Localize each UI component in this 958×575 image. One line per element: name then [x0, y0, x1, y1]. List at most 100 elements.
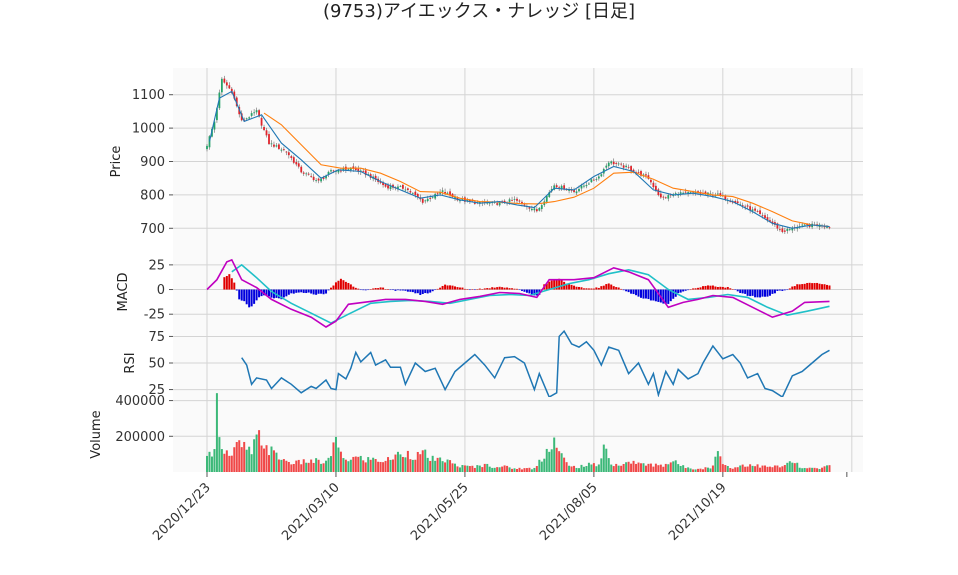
- macd-hist-bar: [649, 289, 652, 301]
- candle-body: [776, 223, 779, 229]
- candle-body: [654, 185, 657, 191]
- candle-body: [305, 173, 308, 175]
- candle-body: [637, 171, 640, 173]
- macd-hist-bar: [307, 289, 310, 293]
- macd-hist-bar: [379, 287, 382, 290]
- macd-hist-bar: [731, 289, 734, 290]
- candle-body: [312, 176, 315, 181]
- volume-bar: [272, 450, 275, 472]
- macd-hist-bar: [339, 278, 342, 290]
- volume-bar: [716, 451, 719, 472]
- macd-hist-bar: [488, 288, 491, 290]
- candle-body: [612, 161, 615, 165]
- macd-hist-bar: [476, 289, 479, 291]
- macd-hist-bar: [471, 289, 474, 290]
- candle-body: [424, 200, 427, 202]
- candle-body: [206, 145, 208, 150]
- macd-hist-bar: [411, 289, 414, 293]
- candle-body: [650, 179, 652, 183]
- candle-body: [322, 177, 325, 179]
- candle-body: [595, 179, 598, 180]
- volume-bar: [617, 465, 620, 472]
- volume-bar: [245, 449, 248, 472]
- volume-bar: [640, 463, 642, 472]
- volume-bar: [446, 459, 449, 472]
- volume-bar: [791, 462, 794, 472]
- candle-body: [808, 224, 811, 227]
- volume-bar: [555, 447, 558, 472]
- macd-hist-bar: [431, 289, 434, 292]
- volume-bar: [275, 452, 278, 472]
- volume-bar: [511, 468, 514, 472]
- candle-body: [677, 194, 680, 196]
- macd-hist-bar: [327, 289, 330, 291]
- volume-bar: [508, 467, 511, 472]
- candle-body: [826, 227, 828, 228]
- chart-title: (9753)アイエックス・ナレッジ [日足]: [323, 1, 635, 22]
- macd-hist-bar: [724, 287, 727, 290]
- volume-bar: [468, 466, 471, 472]
- candle-body: [486, 202, 489, 204]
- macd-hist-bar: [721, 286, 724, 290]
- volume-bar: [667, 464, 670, 472]
- volume-bar: [384, 460, 387, 472]
- macd-hist-bar: [290, 289, 293, 294]
- candle-body: [436, 193, 439, 195]
- candle-body: [374, 175, 377, 180]
- macd-hist-bar: [354, 287, 357, 290]
- macd-hist-bar: [347, 282, 350, 290]
- candle-body: [411, 193, 414, 195]
- macd-hist-bar: [461, 287, 464, 290]
- macd-ytick-label: -25: [144, 308, 165, 323]
- macd-hist-bar: [729, 288, 732, 290]
- macd-ylabel: MACD: [116, 273, 131, 312]
- volume-bar: [399, 454, 402, 472]
- macd-hist-bar: [550, 280, 553, 290]
- candle-body: [292, 157, 295, 163]
- volume-ylabel: Volume: [89, 410, 104, 458]
- macd-hist-bar: [451, 285, 454, 290]
- macd-hist-bar: [808, 282, 811, 290]
- volume-bar: [436, 457, 439, 472]
- x-tick-label: 2021/05/25: [408, 480, 472, 544]
- macd-hist-bar: [297, 289, 300, 293]
- candle-body: [761, 215, 764, 217]
- volume-bar: [248, 446, 251, 472]
- candle-body: [327, 171, 330, 175]
- candle-body: [441, 190, 444, 192]
- macd-hist-bar: [240, 289, 243, 301]
- volume-bar: [635, 463, 638, 472]
- candle-body: [340, 170, 342, 172]
- volume-bar: [652, 466, 655, 472]
- volume-bar: [280, 459, 283, 472]
- macd-hist-bar: [439, 287, 442, 290]
- volume-bar: [501, 466, 504, 472]
- candle-body: [645, 174, 647, 176]
- candle-body: [310, 175, 313, 177]
- ma-short-line: [208, 90, 830, 229]
- volume-bar: [220, 449, 223, 472]
- volume-bar: [796, 462, 799, 472]
- macd-hist-bar: [600, 286, 603, 290]
- candle-body: [253, 112, 256, 114]
- x-tick-label: 2020/12/23: [150, 480, 214, 544]
- volume-bar: [674, 460, 677, 472]
- candle-body: [558, 187, 561, 189]
- candle-body: [225, 82, 228, 86]
- volume-bar: [463, 465, 466, 472]
- candle-body: [694, 192, 697, 194]
- price-ytick-label: 700: [140, 222, 165, 237]
- volume-bar: [473, 467, 476, 472]
- candle-body: [605, 165, 608, 168]
- macd-hist-bar: [617, 287, 620, 290]
- candle-body: [811, 223, 814, 228]
- macd-hist-bar: [238, 289, 241, 300]
- candle-body: [635, 172, 637, 173]
- macd-hist-bar: [803, 283, 806, 290]
- volume-bar: [590, 464, 593, 472]
- volume-bar: [786, 462, 789, 472]
- volume-bar: [798, 467, 801, 472]
- volume-bar: [592, 463, 595, 472]
- candle-body: [729, 201, 732, 203]
- candle-body: [287, 152, 290, 156]
